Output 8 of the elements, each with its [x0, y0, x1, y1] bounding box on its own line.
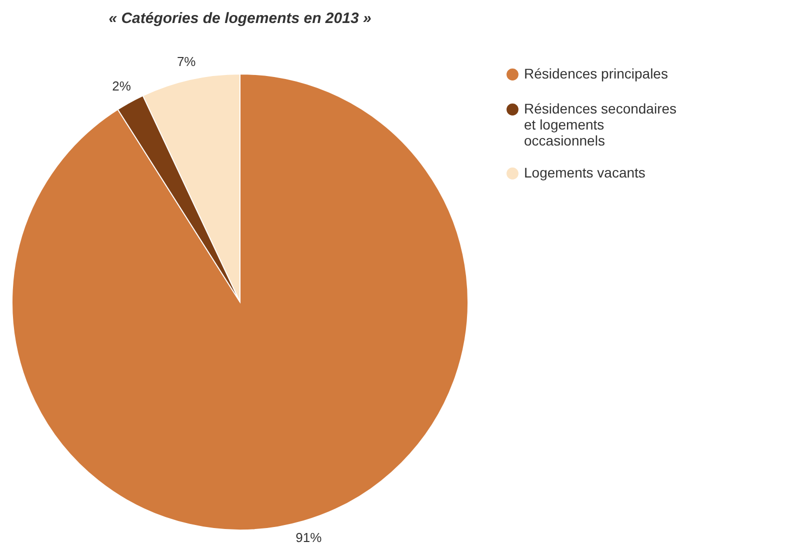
chart-title: « Catégories de logements en 2013 »	[108, 10, 372, 27]
data-label: 7%	[176, 54, 196, 69]
legend-label: Logements vacants	[524, 164, 646, 180]
data-label: 91%	[296, 530, 322, 546]
pie-slice	[12, 74, 468, 530]
legend-label: Résidences principales	[524, 66, 668, 82]
data-label: 2%	[112, 78, 132, 94]
legend-label: Résidences secondaires et logements occasionnels	[524, 100, 677, 148]
